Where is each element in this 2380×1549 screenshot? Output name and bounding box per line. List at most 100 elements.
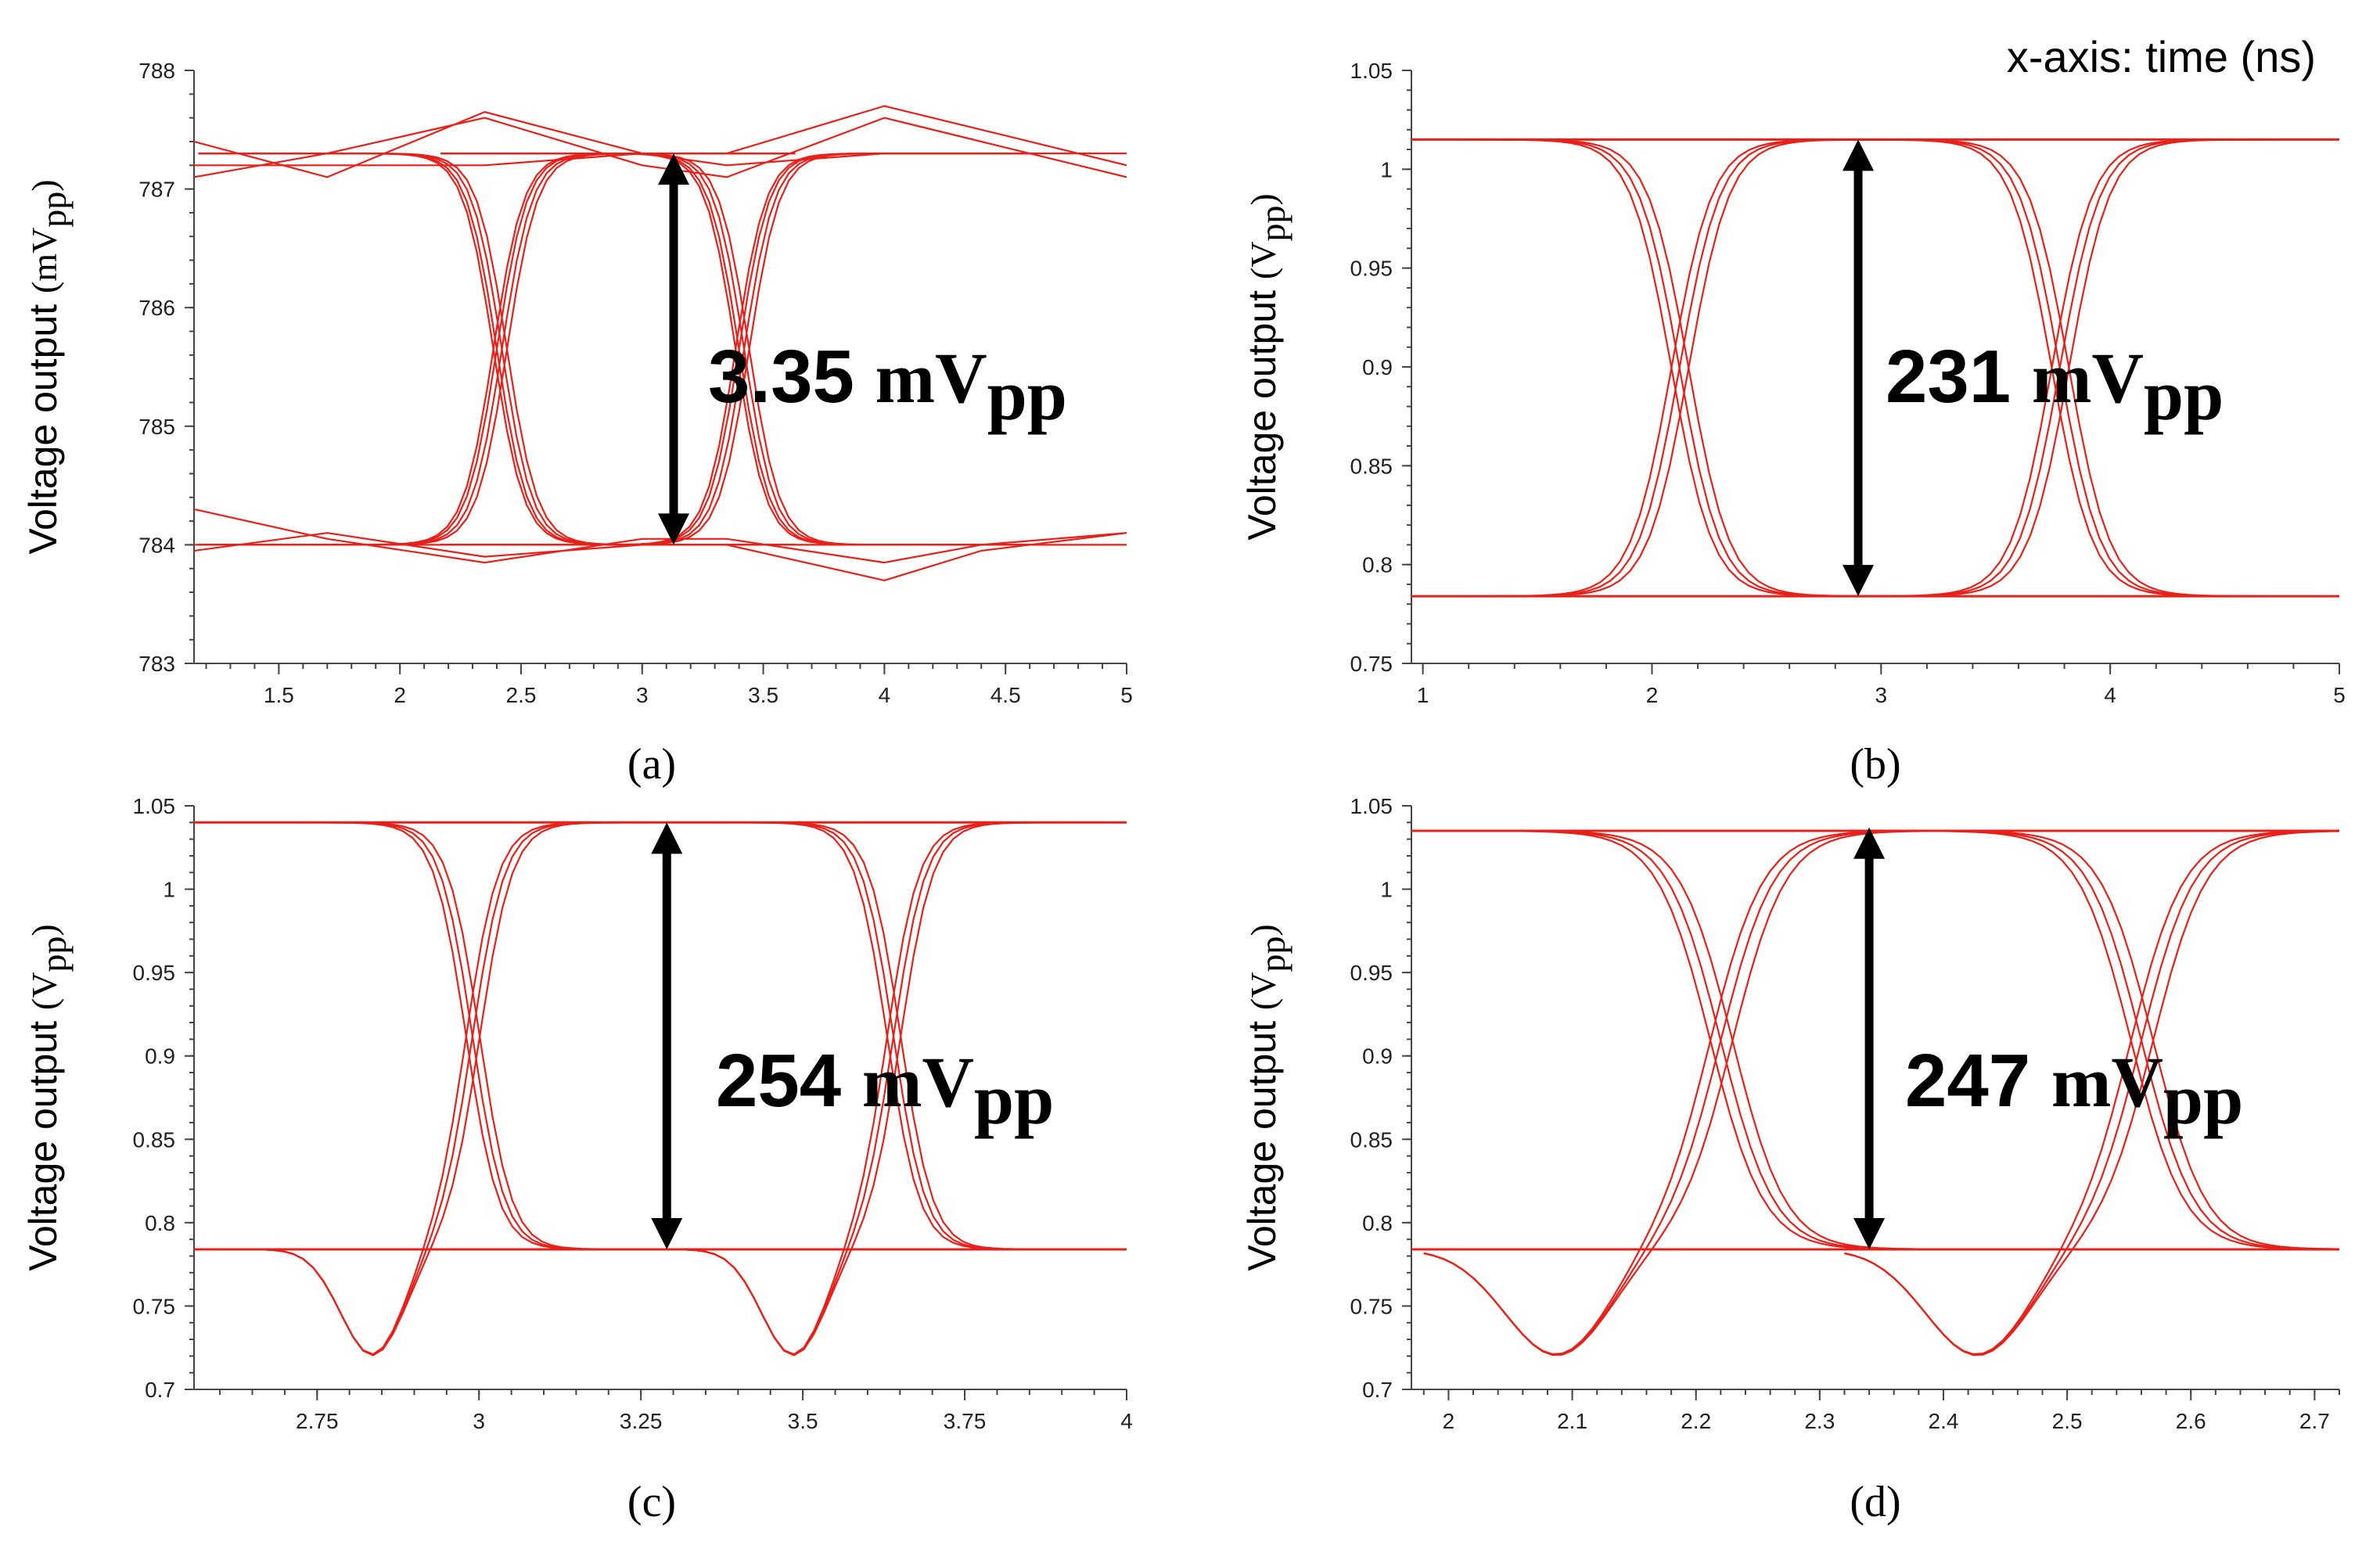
x-axis-note: x-axis: time (ns) — [2007, 32, 2316, 81]
amplitude-label: 254 mVpp — [716, 1039, 1054, 1139]
panel-caption: (c) — [627, 1478, 676, 1526]
arrow-head-top — [651, 822, 683, 854]
trace-group — [1411, 138, 2339, 598]
x-tick-label: 3.75 — [944, 1409, 987, 1433]
svg-text:Voltage output (Vpp): Voltage output (Vpp) — [1240, 193, 1292, 541]
x-tick-label: 1.5 — [264, 683, 294, 707]
panel-caption: (b) — [1850, 740, 1900, 789]
eye-transition-trace — [1844, 829, 2339, 1250]
x-tick-label: 2 — [1443, 1409, 1455, 1433]
eye-transition-trace — [1423, 829, 2018, 1251]
y-tick-label: 0.9 — [1362, 1044, 1393, 1069]
x-tick-label: 4 — [879, 683, 891, 707]
trace-group — [1411, 829, 2339, 1357]
x-tick-label: 2.7 — [2299, 1409, 2330, 1433]
y-tick-label: 0.8 — [145, 1211, 175, 1235]
eye-transition-trace — [595, 821, 1127, 1251]
series-line — [194, 105, 1127, 178]
eye-transition-trace — [440, 153, 1038, 546]
y-axis-label: Voltage output (mVpp) — [21, 179, 74, 554]
y-tick-label: 784 — [138, 533, 175, 557]
chart-c: 0.7 0.75 0.8 0.85 0.9 0.95 1 1.05 2.75 3 3.25 3.5 3.… — [21, 794, 1133, 1526]
y-tick-label: 0.75 — [1350, 652, 1393, 676]
y-tick-label: 0.85 — [1350, 1127, 1393, 1152]
panel-caption: (a) — [627, 740, 676, 789]
x-tick-label: 2.2 — [1681, 1409, 1711, 1433]
x-tick-label: 5 — [1120, 683, 1133, 707]
x-tick-label: 3.5 — [748, 683, 778, 707]
trace-group — [194, 821, 1127, 1357]
x-tick-label: 3.5 — [788, 1409, 818, 1433]
x-tick-label: 4 — [1120, 1409, 1133, 1433]
y-tick-label: 0.75 — [1350, 1294, 1393, 1318]
x-tick-label: 3 — [636, 683, 649, 707]
eye-transition-trace — [1844, 830, 2339, 1357]
x-tick-label: 4.5 — [990, 683, 1021, 707]
amplitude-label: 3.35 mVpp — [708, 335, 1067, 435]
amplitude-label: 247 mVpp — [1905, 1039, 2243, 1139]
svg-text:Voltage output (mVpp): Voltage output (mVpp) — [21, 179, 74, 554]
x-tick-label: 2 — [394, 683, 406, 707]
x-tick-label: 3.25 — [620, 1409, 663, 1433]
chart-d: 0.7 0.75 0.8 0.85 0.9 0.95 1 1.05 2 2.1 2.2 2.3 2.4 2… — [1240, 794, 2340, 1526]
x-tick-label: 2.4 — [1929, 1409, 1959, 1433]
x-tick-label: 2.3 — [1804, 1409, 1835, 1433]
x-tick-label: 1 — [1417, 683, 1429, 707]
y-tick-label: 0.85 — [133, 1127, 176, 1152]
x-tick-label: 2.75 — [296, 1409, 339, 1433]
arrow-head-bottom — [1843, 565, 1875, 597]
x-tick-label: 2.6 — [2176, 1409, 2206, 1433]
x-tick-label: 2 — [1646, 683, 1659, 707]
y-tick-label: 788 — [138, 59, 175, 83]
arrow-head-top — [1853, 827, 1886, 859]
y-tick-label: 0.9 — [145, 1044, 175, 1069]
arrow-head-top — [658, 153, 690, 185]
chart-b: 0.75 0.8 0.85 0.9 0.95 1 1.05 1 2 3 4 5 231 mVpp Volt… — [1240, 59, 2346, 789]
y-tick-label: 0.7 — [145, 1378, 175, 1402]
eye-transition-trace — [595, 821, 1127, 1251]
svg-text:Voltage output (Vpp): Voltage output (Vpp) — [1240, 924, 1292, 1271]
x-tick-label: 2.5 — [2052, 1409, 2083, 1433]
y-axis-label: Voltage output (Vpp) — [1240, 924, 1292, 1271]
arrow-head-top — [1843, 139, 1875, 171]
y-tick-label: 1.05 — [1350, 794, 1393, 818]
y-tick-label: 0.95 — [1350, 257, 1393, 281]
y-tick-label: 783 — [138, 652, 175, 676]
y-tick-label: 0.75 — [133, 1294, 176, 1318]
x-tick-label: 4 — [2104, 683, 2116, 707]
y-tick-label: 1 — [163, 878, 175, 902]
eye-transition-trace — [595, 821, 1127, 1357]
x-tick-label: 3 — [1875, 683, 1888, 707]
arrow-head-bottom — [651, 1217, 683, 1249]
y-tick-label: 0.8 — [1362, 1211, 1393, 1235]
x-tick-label: 5 — [2333, 683, 2346, 707]
eye-transition-trace — [1763, 138, 2339, 598]
y-tick-label: 1 — [1380, 157, 1393, 181]
amplitude-label: 231 mVpp — [1886, 335, 2224, 435]
eye-transition-trace — [1763, 138, 2339, 598]
eye-transition-trace — [198, 153, 796, 546]
series-line — [194, 117, 1127, 178]
eye-transition-trace — [198, 153, 796, 546]
y-tick-label: 0.9 — [1362, 355, 1393, 379]
chart-panels: 783 784 785 786 787 788 1.5 2 2.5 3 3.5 4 4.5 5 3.35 m… — [21, 59, 2346, 1526]
eye-transition-trace — [194, 821, 771, 1356]
eye-transition-trace — [194, 821, 771, 1356]
arrow-head-bottom — [658, 513, 690, 545]
y-tick-label: 0.8 — [1362, 553, 1393, 577]
arrow-head-bottom — [1853, 1217, 1886, 1249]
panel-caption: (d) — [1850, 1478, 1900, 1526]
x-tick-label: 3 — [473, 1409, 485, 1433]
y-tick-label: 0.95 — [133, 961, 176, 985]
svg-text:Voltage output (Vpp): Voltage output (Vpp) — [21, 924, 74, 1271]
y-tick-label: 785 — [138, 415, 175, 439]
y-tick-label: 1 — [1380, 878, 1393, 902]
y-tick-label: 787 — [138, 178, 175, 202]
chart-a: 783 784 785 786 787 788 1.5 2 2.5 3 3.5 4 4.5 5 3.35 m… — [21, 59, 1133, 789]
y-tick-label: 786 — [138, 296, 175, 320]
eye-transition-trace — [194, 821, 771, 1357]
eye-transition-trace — [440, 153, 1038, 546]
eye-transition-trace — [198, 153, 796, 546]
y-tick-label: 0.95 — [1350, 961, 1393, 985]
